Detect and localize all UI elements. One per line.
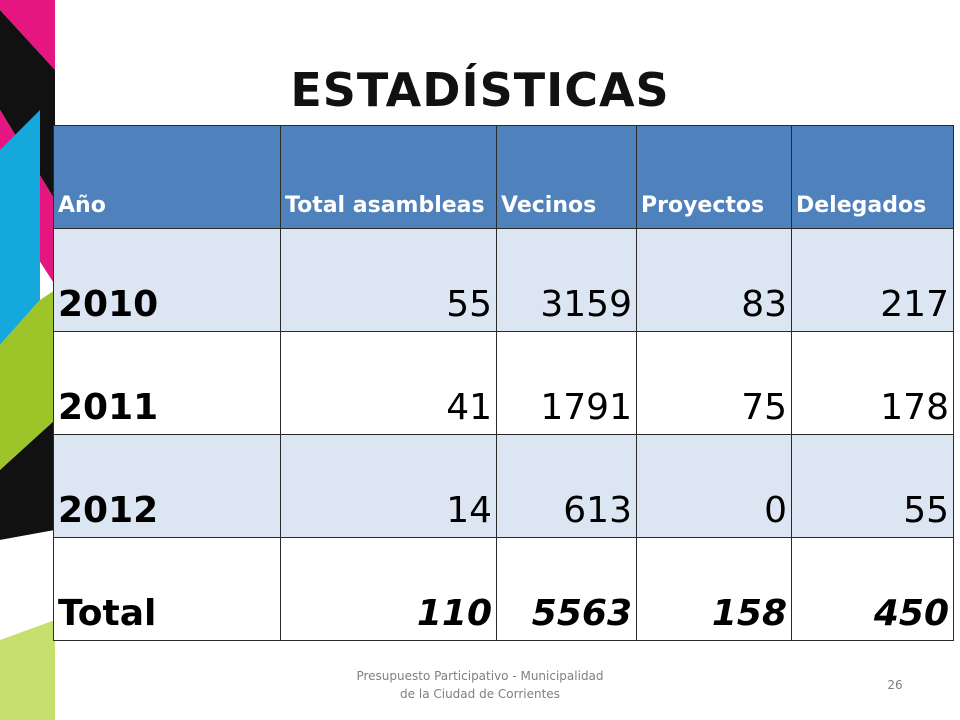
header-total-asambleas: Total asambleas <box>280 125 497 229</box>
cell-total-label: Total <box>53 537 281 641</box>
footer-line-2: de la Ciudad de Corrientes <box>400 687 560 701</box>
cell-asambleas: 55 <box>280 228 497 332</box>
stripe-lime-bottom <box>0 620 55 720</box>
cell-total-asambleas: 110 <box>280 537 497 641</box>
cell-total-delegados: 450 <box>791 537 954 641</box>
cell-vecinos: 1791 <box>496 331 637 435</box>
header-delegados: Delegados <box>791 125 954 229</box>
cell-proyectos: 75 <box>636 331 792 435</box>
stripe-white-gap-2 <box>0 530 55 560</box>
stripe-lime <box>0 290 55 470</box>
cell-delegados: 178 <box>791 331 954 435</box>
cell-total-vecinos: 5563 <box>496 537 637 641</box>
cell-vecinos: 613 <box>496 434 637 538</box>
cell-year: 2012 <box>53 434 281 538</box>
stripe-cyan <box>0 110 40 345</box>
table-row: 2011 41 1791 75 178 <box>53 331 954 435</box>
table-row: 2010 55 3159 83 217 <box>53 228 954 332</box>
stripe-black-mid <box>0 420 55 540</box>
cell-year: 2010 <box>53 228 281 332</box>
cell-asambleas: 41 <box>280 331 497 435</box>
decorative-side-stripes <box>0 0 60 720</box>
slide-title: ESTADÍSTICAS <box>290 63 670 117</box>
cell-total-proyectos: 158 <box>636 537 792 641</box>
side-stripes-graphic <box>0 0 55 720</box>
header-vecinos: Vecinos <box>496 125 637 229</box>
cell-vecinos: 3159 <box>496 228 637 332</box>
stripe-black-top <box>0 10 55 200</box>
cell-asambleas: 14 <box>280 434 497 538</box>
header-year: Año <box>53 125 281 229</box>
table-row: 2012 14 613 0 55 <box>53 434 954 538</box>
header-proyectos: Proyectos <box>636 125 792 229</box>
stripe-magenta <box>0 0 55 70</box>
cell-delegados: 55 <box>791 434 954 538</box>
statistics-table: Año Total asambleas Vecinos Proyectos De… <box>53 125 954 641</box>
footer-line-1: Presupuesto Participativo - Municipalida… <box>356 669 604 683</box>
table-header-row: Año Total asambleas Vecinos Proyectos De… <box>53 125 954 229</box>
cell-year: 2011 <box>53 331 281 435</box>
footer-text: Presupuesto Participativo - Municipalida… <box>330 667 630 703</box>
total-row: Total 110 5563 158 450 <box>53 537 954 641</box>
page-number: 26 <box>887 678 903 692</box>
cell-proyectos: 0 <box>636 434 792 538</box>
cell-delegados: 217 <box>791 228 954 332</box>
cell-proyectos: 83 <box>636 228 792 332</box>
